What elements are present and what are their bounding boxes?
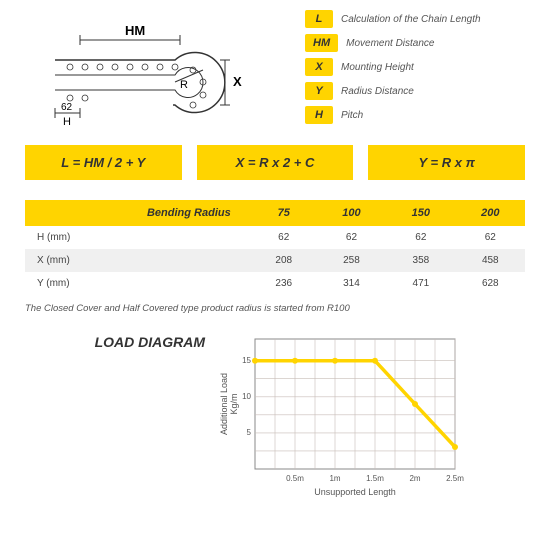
chain-diagram: HM R X 62 H [25, 10, 285, 130]
legend-badge: Y [305, 82, 333, 100]
legend-text: Movement Distance [346, 38, 434, 49]
formula: L = HM / 2 + Y [25, 145, 182, 180]
table-header: 75 [251, 200, 317, 226]
note: The Closed Cover and Half Covered type p… [25, 303, 525, 314]
table-row: H (mm) 62 62 62 62 [25, 226, 525, 249]
legend-badge: H [305, 106, 333, 124]
formulas: L = HM / 2 + Y X = R x 2 + C Y = R x π [25, 145, 525, 180]
ylabel: Additional Load [219, 373, 229, 435]
table-row: X (mm) 208 258 358 458 [25, 249, 525, 272]
svg-text:15: 15 [242, 356, 251, 365]
legend-text: Mounting Height [341, 62, 414, 73]
svg-text:0.5m: 0.5m [286, 474, 304, 483]
svg-text:1m: 1m [329, 474, 340, 483]
table-header: 150 [386, 200, 455, 226]
legend-badge: X [305, 58, 333, 76]
formula: X = R x 2 + C [197, 145, 354, 180]
table-header: 200 [456, 200, 525, 226]
svg-text:Kg/m: Kg/m [229, 393, 239, 414]
bending-radius-table: Bending Radius 75 100 150 200 H (mm) 62 … [25, 200, 525, 295]
table-header: Bending Radius [25, 200, 251, 226]
label-hval: 62 [61, 102, 73, 113]
label-hm: HM [125, 23, 145, 38]
load-diagram-chart: 0.5m 1m 1.5m 2m 2.5m 5 10 15 Unsupported… [215, 329, 475, 502]
label-h: H [63, 116, 71, 128]
svg-text:10: 10 [242, 392, 251, 401]
load-diagram-title: LOAD DIAGRAM [25, 329, 205, 350]
table-row: Y (mm) 236 314 471 628 [25, 272, 525, 295]
table-header: 100 [317, 200, 386, 226]
legend-text: Radius Distance [341, 86, 414, 97]
legend-text: Pitch [341, 110, 363, 121]
label-x: X [233, 74, 242, 89]
svg-text:2.5m: 2.5m [446, 474, 464, 483]
legend-badge: L [305, 10, 333, 28]
svg-text:5: 5 [247, 428, 252, 437]
formula: Y = R x π [368, 145, 525, 180]
svg-text:1.5m: 1.5m [366, 474, 384, 483]
xlabel: Unsupported Length [314, 487, 396, 497]
svg-text:2m: 2m [409, 474, 420, 483]
legend: L Calculation of the Chain Length HM Movem… [305, 10, 525, 130]
legend-badge: HM [305, 34, 338, 52]
legend-text: Calculation of the Chain Length [341, 14, 481, 25]
label-r: R [180, 79, 188, 91]
